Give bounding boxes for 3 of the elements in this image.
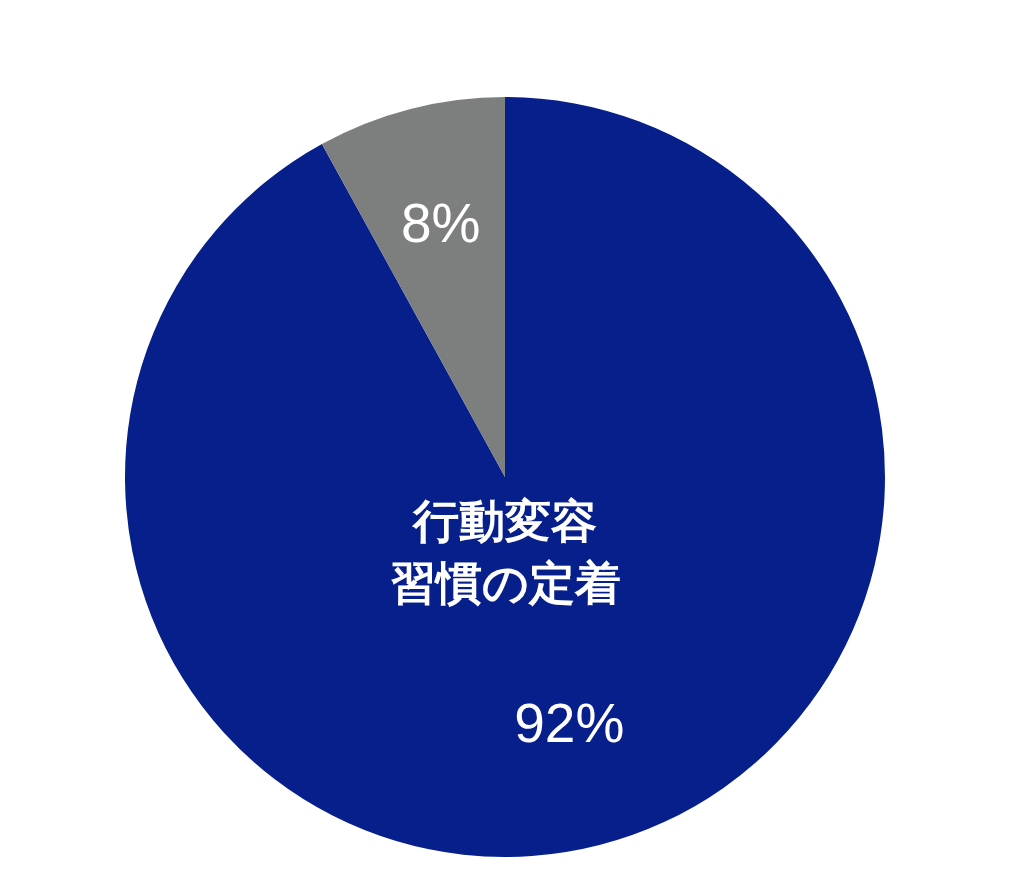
data-label: 92%	[514, 692, 625, 755]
slice-label: 行動変容習慣の定着	[389, 495, 621, 610]
data-label: 8%	[400, 191, 481, 254]
